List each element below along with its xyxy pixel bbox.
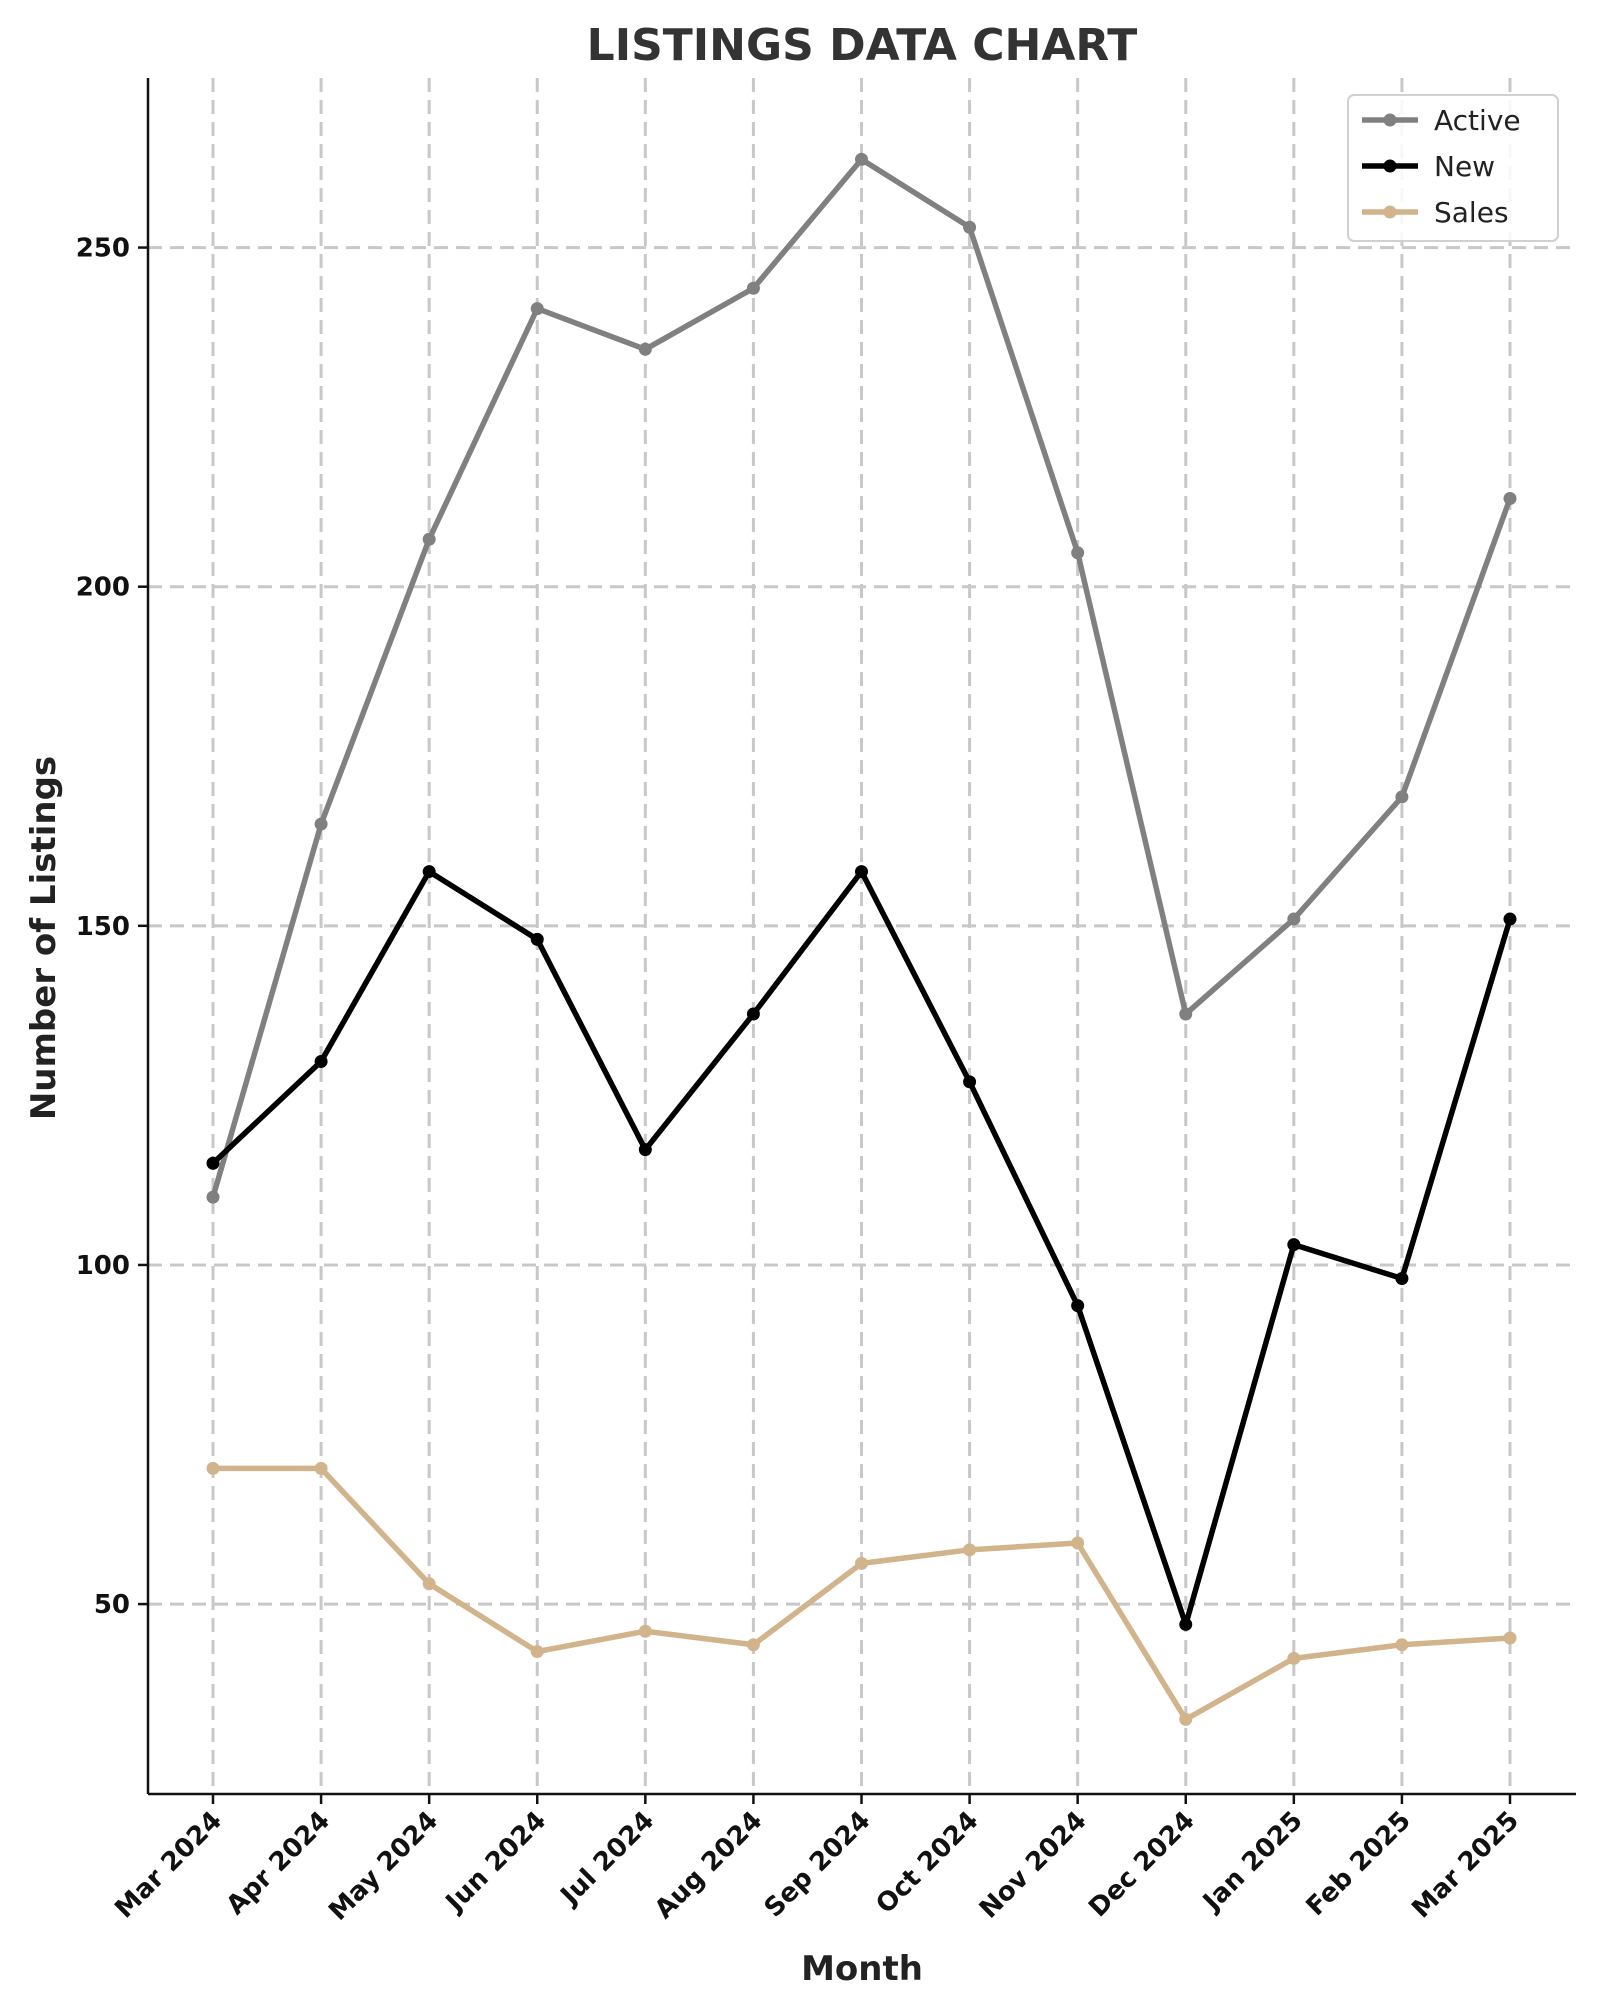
y-tick-label: 200 xyxy=(76,573,130,603)
x-tick-label: Feb 2025 xyxy=(1301,1806,1417,1922)
x-tick-label: Jun 2024 xyxy=(439,1806,552,1919)
data-point xyxy=(1287,1238,1301,1252)
data-point xyxy=(1503,1631,1517,1645)
x-tick-label: Mar 2025 xyxy=(1406,1806,1525,1925)
y-axis-label: Number of Listings xyxy=(24,756,64,1120)
data-point xyxy=(314,817,328,831)
y-tick-label: 150 xyxy=(76,912,130,942)
legend-item-new: New xyxy=(1362,150,1495,183)
data-point xyxy=(206,1190,220,1204)
y-tick-label: 50 xyxy=(94,1590,130,1620)
x-tick-label: Nov 2024 xyxy=(974,1806,1093,1925)
data-point xyxy=(638,1143,652,1157)
legend-marker xyxy=(1383,205,1397,219)
x-tick-label: Jan 2025 xyxy=(1196,1806,1309,1919)
data-point xyxy=(1395,1638,1409,1652)
series-new xyxy=(206,865,1517,1631)
x-tick-label: Jul 2024 xyxy=(554,1806,660,1912)
data-point xyxy=(855,152,868,166)
data-point xyxy=(314,1054,328,1068)
data-point xyxy=(422,865,436,879)
x-tick-label: Dec 2024 xyxy=(1083,1806,1200,1923)
x-tick-label: Sep 2024 xyxy=(759,1806,877,1924)
x-tick-label: May 2024 xyxy=(323,1806,444,1927)
data-point xyxy=(855,865,868,879)
data-point xyxy=(206,1461,220,1475)
x-tick-label: Apr 2024 xyxy=(221,1806,336,1921)
series-active xyxy=(206,152,1517,1204)
data-point xyxy=(963,1543,977,1557)
data-point xyxy=(638,1624,652,1638)
data-point xyxy=(1071,1299,1085,1313)
data-point xyxy=(746,1007,760,1021)
legend-item-sales: Sales xyxy=(1362,196,1509,229)
data-point xyxy=(1071,1536,1085,1550)
data-point xyxy=(746,281,760,295)
x-tick-label: Aug 2024 xyxy=(649,1806,768,1925)
legend-label: New xyxy=(1434,150,1495,183)
data-point xyxy=(1395,790,1409,804)
data-point xyxy=(1287,912,1301,926)
data-point xyxy=(963,1075,977,1089)
y-tick-label: 100 xyxy=(76,1251,130,1281)
data-point xyxy=(422,1577,436,1591)
data-point xyxy=(1179,1617,1193,1631)
x-tick-label: Oct 2024 xyxy=(870,1806,984,1920)
x-tick-label: Mar 2024 xyxy=(109,1806,228,1925)
series-line xyxy=(210,1465,1513,1723)
x-axis-label: Month xyxy=(801,1949,923,1989)
data-point xyxy=(530,302,544,316)
data-point xyxy=(1503,492,1517,506)
legend-box xyxy=(1347,94,1559,242)
data-point xyxy=(963,220,977,234)
legend-marker xyxy=(1383,159,1397,173)
data-point xyxy=(422,532,436,546)
data-point xyxy=(855,1556,868,1570)
data-point xyxy=(1503,912,1517,926)
series-sales xyxy=(206,1461,1517,1726)
data-point xyxy=(1179,1712,1193,1726)
data-point xyxy=(746,1638,760,1652)
gridlines xyxy=(148,78,1576,1794)
data-point xyxy=(1179,1007,1193,1021)
chart-title: LISTINGS DATA CHART xyxy=(587,20,1138,71)
legend-label: Sales xyxy=(1434,196,1509,229)
y-tick-label: 250 xyxy=(76,234,130,264)
legend-marker xyxy=(1383,113,1397,127)
legend: Active New Sales xyxy=(1347,94,1559,242)
data-point xyxy=(1287,1651,1301,1665)
data-point xyxy=(530,932,544,946)
data-point xyxy=(206,1156,220,1170)
legend-label: Active xyxy=(1434,104,1521,137)
series-lines xyxy=(206,152,1517,1726)
data-point xyxy=(1395,1272,1409,1286)
data-point xyxy=(314,1461,328,1475)
data-point xyxy=(1071,546,1085,560)
legend-item-active: Active xyxy=(1362,104,1521,137)
data-point xyxy=(638,342,652,356)
data-point xyxy=(530,1645,544,1659)
